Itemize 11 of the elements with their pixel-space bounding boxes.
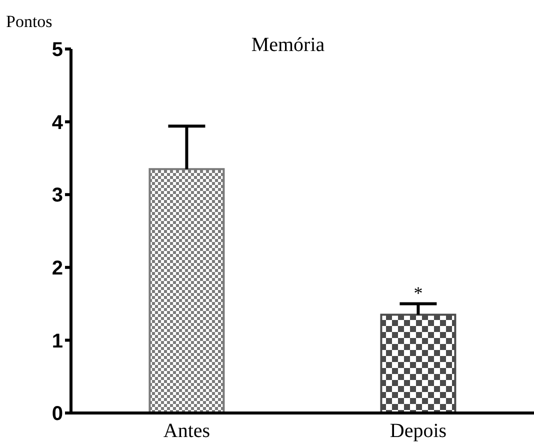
y-axis-title: Pontos: [6, 12, 52, 32]
y-tick-label: 3: [52, 184, 63, 207]
y-tick-label: 2: [52, 258, 63, 280]
y-tick-label: 4: [52, 112, 64, 134]
x-tick-label: Depois: [390, 420, 447, 442]
y-tick-label: 0: [52, 403, 63, 426]
y-tick-label: 5: [52, 39, 63, 62]
y-tick-label: 1: [52, 330, 63, 352]
chart-title: Memória: [250, 34, 326, 57]
annotation: *: [414, 282, 423, 303]
x-tick-label: Antes: [163, 420, 210, 442]
